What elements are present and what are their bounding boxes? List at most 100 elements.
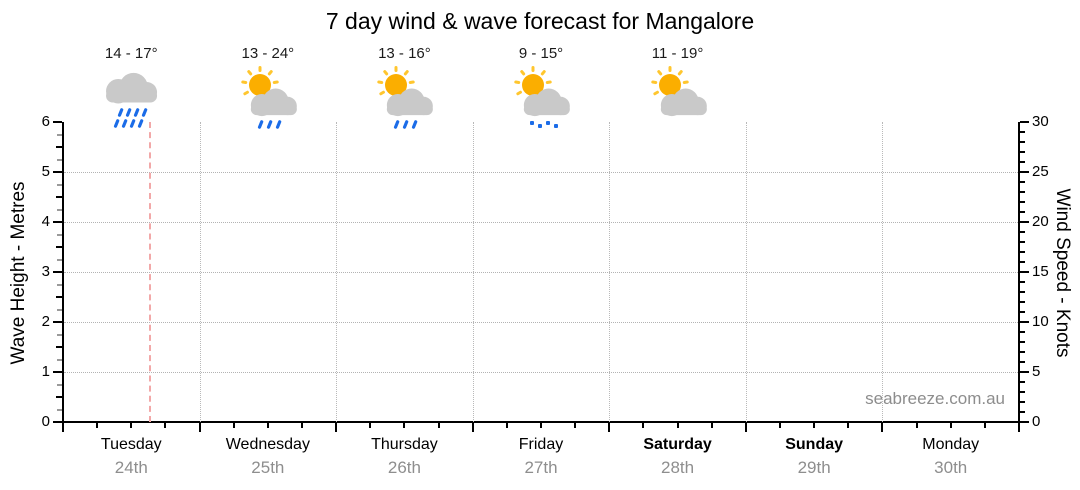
wind-axis-tick [1020, 221, 1029, 223]
wave-axis-tick [57, 158, 62, 161]
wave-axis-tick [53, 221, 62, 223]
wave-axis-tick [56, 346, 62, 348]
day-label: Friday [518, 436, 564, 453]
wave-axis-tick-label: 0 [41, 413, 50, 430]
wave-gridline [64, 372, 1018, 373]
wind-axis-tick [1020, 411, 1025, 413]
sun-cloud-rain-icon [372, 66, 436, 130]
temperature-label: 11 - 19° [651, 45, 704, 62]
temperature-label: 14 - 17° [104, 45, 158, 62]
wind-axis-tick [1020, 161, 1025, 163]
hour-tick [505, 423, 508, 428]
day-boundary-tick [1018, 423, 1020, 432]
sun-cloud-drizzle-icon [509, 66, 573, 130]
hour-tick [266, 423, 269, 428]
day-boundary-gridline [199, 122, 201, 422]
rain-cloud-icon [99, 66, 163, 130]
day-boundary-gridline [609, 122, 611, 422]
wave-axis-tick-label: 2 [41, 313, 50, 330]
wind-axis-tick-label: 0 [1032, 413, 1041, 430]
wind-axis-tick [1020, 391, 1025, 393]
wind-axis-tick [1020, 211, 1025, 213]
hour-tick [779, 423, 781, 428]
hour-tick [949, 423, 952, 428]
wave-axis-tick [57, 208, 62, 211]
day-boundary-tick [744, 423, 747, 432]
wind-axis-tick [1020, 331, 1025, 333]
wave-axis-tick-label: 4 [41, 213, 50, 230]
hour-tick [676, 423, 679, 428]
wave-axis-tick [53, 171, 62, 173]
wind-axis-tick-label: 20 [1032, 213, 1049, 230]
hour-tick [847, 423, 850, 428]
temperature-label: 13 - 16° [378, 45, 431, 62]
day-boundary-tick [881, 423, 884, 432]
left-axis-line [62, 122, 64, 423]
wind-axis-tick [1020, 201, 1025, 203]
wind-axis-tick-label: 30 [1032, 113, 1049, 130]
wind-axis-tick [1020, 241, 1025, 243]
wind-axis-tick-label: 15 [1032, 263, 1049, 280]
wind-axis-tick-label: 25 [1032, 163, 1049, 180]
wave-axis-tick [53, 321, 62, 323]
date-label: 30th [934, 458, 968, 477]
wind-axis-tick [1020, 291, 1025, 293]
wind-axis-tick [1020, 401, 1025, 403]
chart-title: 7 day wind & wave forecast for Mangalore [325, 8, 755, 34]
wave-axis-tick [57, 233, 62, 236]
wave-axis-tick [57, 183, 62, 186]
wave-axis-tick-label: 3 [41, 263, 50, 280]
wind-axis-tick [1020, 171, 1029, 173]
wave-axis-tick [56, 246, 62, 248]
hour-tick [540, 423, 542, 428]
wave-axis-tick [53, 271, 62, 273]
day-boundary-tick [608, 423, 611, 432]
date-label: 24th [114, 458, 148, 477]
hour-tick [642, 423, 645, 428]
wind-axis-tick [1020, 131, 1025, 133]
wind-axis-tick [1020, 361, 1025, 363]
wave-axis-tick [57, 133, 62, 136]
day-label: Saturday [643, 436, 712, 453]
wind-axis-tick [1020, 341, 1025, 343]
wind-axis-tick [1020, 371, 1029, 373]
wind-axis-tick [1020, 301, 1025, 303]
date-label: 27th [524, 458, 558, 477]
wave-gridline [64, 322, 1018, 323]
wind-axis-tick [1020, 281, 1025, 283]
current-time-marker [149, 122, 152, 422]
wave-axis-tick [53, 421, 62, 423]
hour-tick [130, 423, 133, 428]
temperature-label: 13 - 24° [241, 45, 295, 62]
day-boundary-gridline [336, 122, 338, 422]
temperature-label: 9 - 15° [518, 45, 564, 62]
hour-tick [403, 423, 406, 428]
day-label: Tuesday [100, 436, 162, 453]
wind-axis-tick [1020, 121, 1029, 123]
hour-tick [232, 423, 235, 428]
wind-axis-tick [1020, 421, 1029, 423]
wave-axis-tick [57, 408, 62, 411]
sun-cloud-rain-icon [236, 66, 300, 130]
wave-axis-tick-label: 1 [41, 363, 50, 380]
hour-tick [710, 423, 713, 428]
date-label: 28th [661, 458, 695, 477]
wind-axis-tick [1020, 231, 1025, 233]
wave-axis-tick [56, 396, 62, 398]
wave-axis-tick [57, 308, 62, 311]
date-label: 29th [797, 458, 831, 477]
day-label: Wednesday [225, 436, 310, 453]
day-boundary-tick [198, 423, 201, 432]
wave-axis-tick-label: 6 [41, 113, 50, 130]
hour-tick [96, 423, 99, 428]
wind-axis-tick-label: 5 [1032, 363, 1041, 380]
day-label: Monday [922, 436, 980, 453]
wave-axis-tick [56, 196, 62, 198]
hour-tick [813, 423, 816, 428]
wave-axis-tick [57, 358, 62, 361]
wind-axis-tick [1020, 321, 1029, 323]
wave-axis-tick [56, 146, 62, 148]
day-boundary-gridline [882, 122, 884, 422]
sun-cloud-icon [646, 66, 710, 130]
